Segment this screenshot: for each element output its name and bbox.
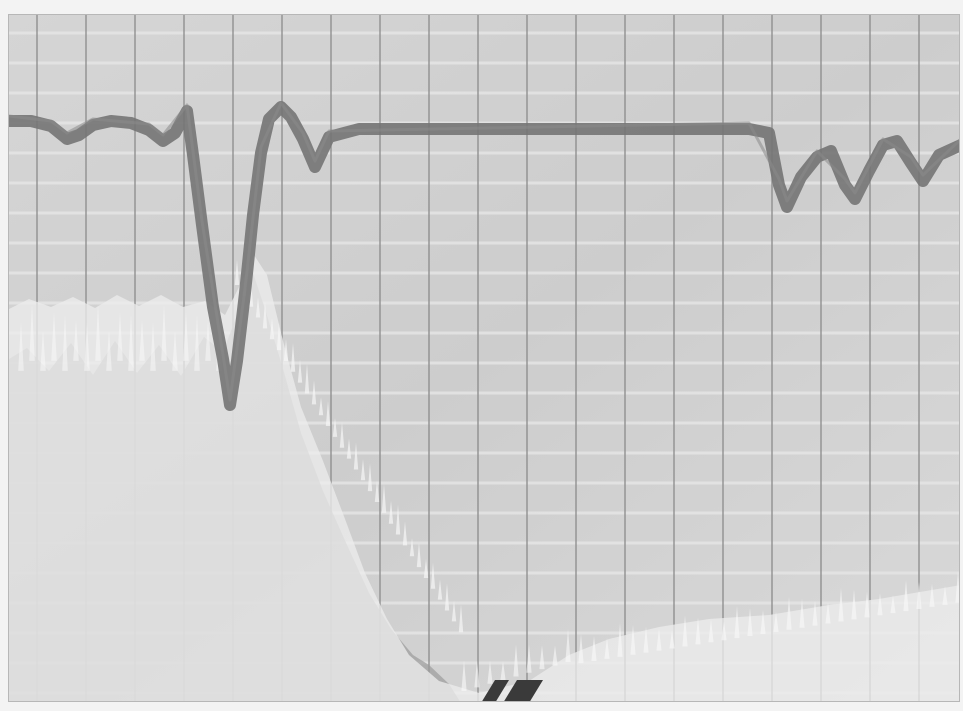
noise-spike <box>458 604 464 633</box>
noise-spike <box>339 421 345 448</box>
noise-spike <box>513 644 519 677</box>
noise-spike <box>183 312 189 361</box>
noise-spike <box>451 600 457 622</box>
noise-spike <box>409 538 415 557</box>
marker-glyph-icon <box>482 680 543 701</box>
noise-spike <box>332 417 338 437</box>
noise-spike <box>29 304 35 361</box>
noise-spike <box>416 542 422 568</box>
noise-spike <box>708 619 714 643</box>
noise-spike <box>539 645 545 670</box>
noise-spike <box>283 338 289 361</box>
noise-spike <box>812 600 818 626</box>
noise-spike <box>325 401 331 427</box>
noise-spike <box>318 397 324 416</box>
noise-spike <box>591 636 597 661</box>
noise-spike <box>128 314 134 371</box>
noise-spike <box>890 595 896 614</box>
scope-display <box>9 15 959 701</box>
noise-spike <box>500 661 506 681</box>
noise-spike <box>552 645 558 666</box>
noise-spike <box>617 622 623 657</box>
noise-spike <box>656 628 662 651</box>
noise-spike <box>682 615 688 647</box>
noise-spike <box>760 609 766 634</box>
noise-spike <box>825 602 831 624</box>
noise-spike <box>929 583 935 607</box>
noise-spike <box>150 322 156 371</box>
noise-spike <box>106 330 112 371</box>
noise-spike <box>487 660 493 684</box>
noise-spike <box>461 660 467 691</box>
noise-spike <box>578 634 584 664</box>
noise-spike <box>367 463 373 492</box>
noise-spike <box>388 500 394 524</box>
noise-spike <box>290 342 296 372</box>
noise-spike <box>474 660 480 688</box>
noise-spike <box>255 297 261 318</box>
noise-spike <box>423 558 429 578</box>
noise-spike <box>851 589 857 620</box>
noise-spike <box>786 596 792 630</box>
noise-spike <box>773 611 779 632</box>
noise-spike <box>40 330 46 371</box>
noise-spike <box>695 617 701 645</box>
noise-spike <box>51 312 57 361</box>
noise-spike <box>262 301 268 329</box>
noise-spike <box>73 320 79 361</box>
upper-trace-highlight <box>9 101 959 402</box>
noise-spike <box>311 380 317 405</box>
noise-spike <box>864 591 870 618</box>
noise-spike <box>955 570 959 603</box>
noise-spike <box>747 608 753 637</box>
noise-spike <box>669 630 675 649</box>
noise-spike <box>721 621 727 641</box>
noise-spike <box>430 562 436 589</box>
noise-spike <box>95 304 101 361</box>
noise-spike <box>234 260 240 285</box>
noise-spike <box>838 587 844 622</box>
noise-spike <box>18 322 24 371</box>
noise-spike <box>916 582 922 609</box>
noise-spike <box>161 304 167 361</box>
noise-spike <box>194 314 200 371</box>
noise-spike <box>604 637 610 659</box>
noise-spike <box>444 583 450 611</box>
noise-spike <box>84 322 90 371</box>
noise-spike <box>360 459 366 481</box>
noise-spike <box>526 644 532 673</box>
noise-spike <box>205 320 211 361</box>
upper-trace-line <box>9 101 959 411</box>
noise-spike <box>172 330 178 371</box>
noise-spike <box>643 626 649 653</box>
noise-spike <box>381 483 387 513</box>
noise-spike <box>297 359 303 383</box>
noise-spike <box>117 312 123 361</box>
noise-spike <box>139 320 145 361</box>
noise-spike <box>402 521 408 546</box>
noise-spike <box>346 438 352 459</box>
white-signal-envelope <box>9 255 959 701</box>
noise-spike <box>903 580 909 612</box>
noise-spike <box>304 363 310 394</box>
noise-spike <box>437 579 443 600</box>
noise-spike <box>374 480 380 502</box>
noise-spike <box>353 442 359 470</box>
noise-spike <box>269 318 275 340</box>
noise-spike <box>877 593 883 616</box>
oscilloscope-screen <box>8 14 960 702</box>
noise-spike <box>62 314 68 371</box>
noise-spike <box>630 624 636 655</box>
noise-spike <box>276 322 282 351</box>
noise-spike <box>565 628 571 662</box>
noise-spike <box>395 504 401 535</box>
noise-spikes <box>18 260 959 691</box>
noise-spike <box>942 585 948 605</box>
noise-spike <box>799 598 805 628</box>
noise-spike <box>734 606 740 639</box>
